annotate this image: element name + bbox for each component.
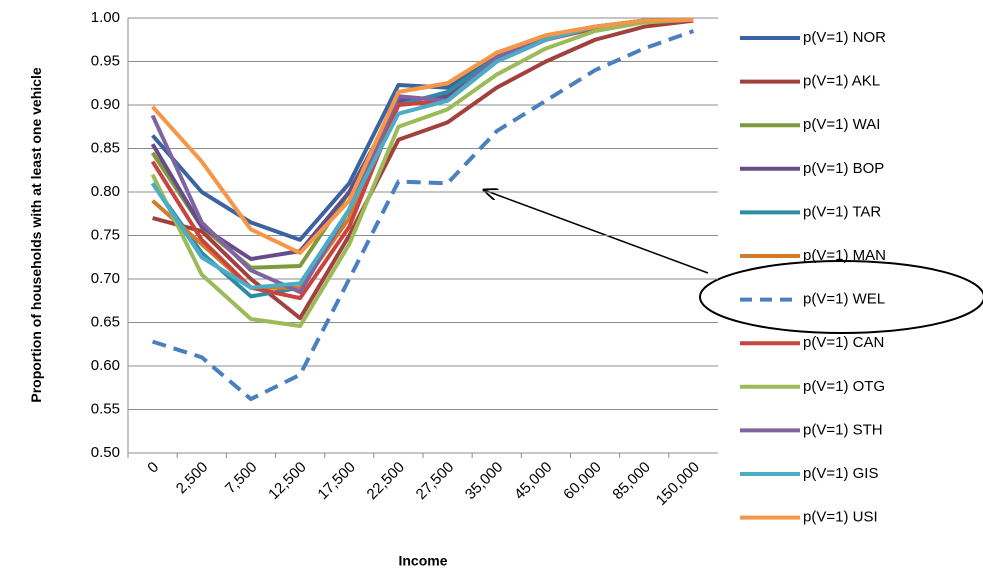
x-tick-label: 27,500 (413, 459, 457, 503)
x-tick-label: 22,500 (364, 459, 408, 503)
y-tick-label: 0.80 (91, 183, 120, 200)
y-tick-label: 0.55 (91, 400, 120, 417)
legend-label: p(V=1) WAI (803, 116, 880, 133)
y-tick-label: 0.65 (91, 313, 120, 330)
series-line (152, 18, 694, 321)
x-tick-label: 45,000 (511, 459, 555, 503)
x-tick-label: 0 (144, 459, 162, 477)
x-tick-label: 85,000 (609, 459, 653, 503)
highlight-ellipse (699, 260, 983, 334)
legend-label: p(V=1) STH (803, 421, 883, 438)
legend-label: p(V=1) CAN (803, 334, 884, 351)
legend-label: p(V=1) OTG (803, 378, 885, 395)
legend-label: p(V=1) NOR (803, 29, 886, 46)
series-line (150, 17, 694, 270)
x-tick-label: 35,000 (462, 459, 506, 503)
legend-label: p(V=1) AKL (803, 73, 880, 90)
x-tick-label: 7,500 (222, 459, 261, 498)
x-tick-label: 150,000 (653, 459, 703, 509)
legend-label: p(V=1) GIS (803, 465, 878, 482)
series-line (150, 17, 694, 328)
y-tick-label: 0.60 (91, 357, 120, 374)
legend-label: p(V=1) BOP (803, 160, 884, 177)
x-axis-title: Income (398, 553, 447, 569)
x-tick-label: 12,500 (265, 459, 309, 503)
legend-label: p(V=1) TAR (803, 203, 881, 220)
x-tick-label: 60,000 (560, 459, 604, 503)
annotation-arrow (484, 190, 709, 274)
x-tick-label: 17,500 (314, 459, 358, 503)
series-line (150, 17, 694, 261)
y-tick-label: 0.85 (91, 139, 120, 156)
y-tick-label: 0.75 (91, 226, 120, 243)
legend-label: p(V=1) USI (803, 509, 878, 526)
y-axis-title: Proportion of households with at least o… (28, 67, 44, 403)
y-tick-label: 0.50 (91, 444, 120, 461)
y-tick-label: 0.90 (91, 96, 120, 113)
series-line (151, 17, 694, 255)
legend-label: p(V=1) MAN (803, 247, 886, 264)
y-tick-label: 0.95 (91, 52, 120, 69)
y-tick-label: 0.70 (91, 270, 120, 287)
x-tick-label: 2,500 (173, 459, 212, 498)
y-tick-label: 1.00 (91, 9, 120, 26)
legend-label: p(V=1) WEL (803, 291, 885, 308)
